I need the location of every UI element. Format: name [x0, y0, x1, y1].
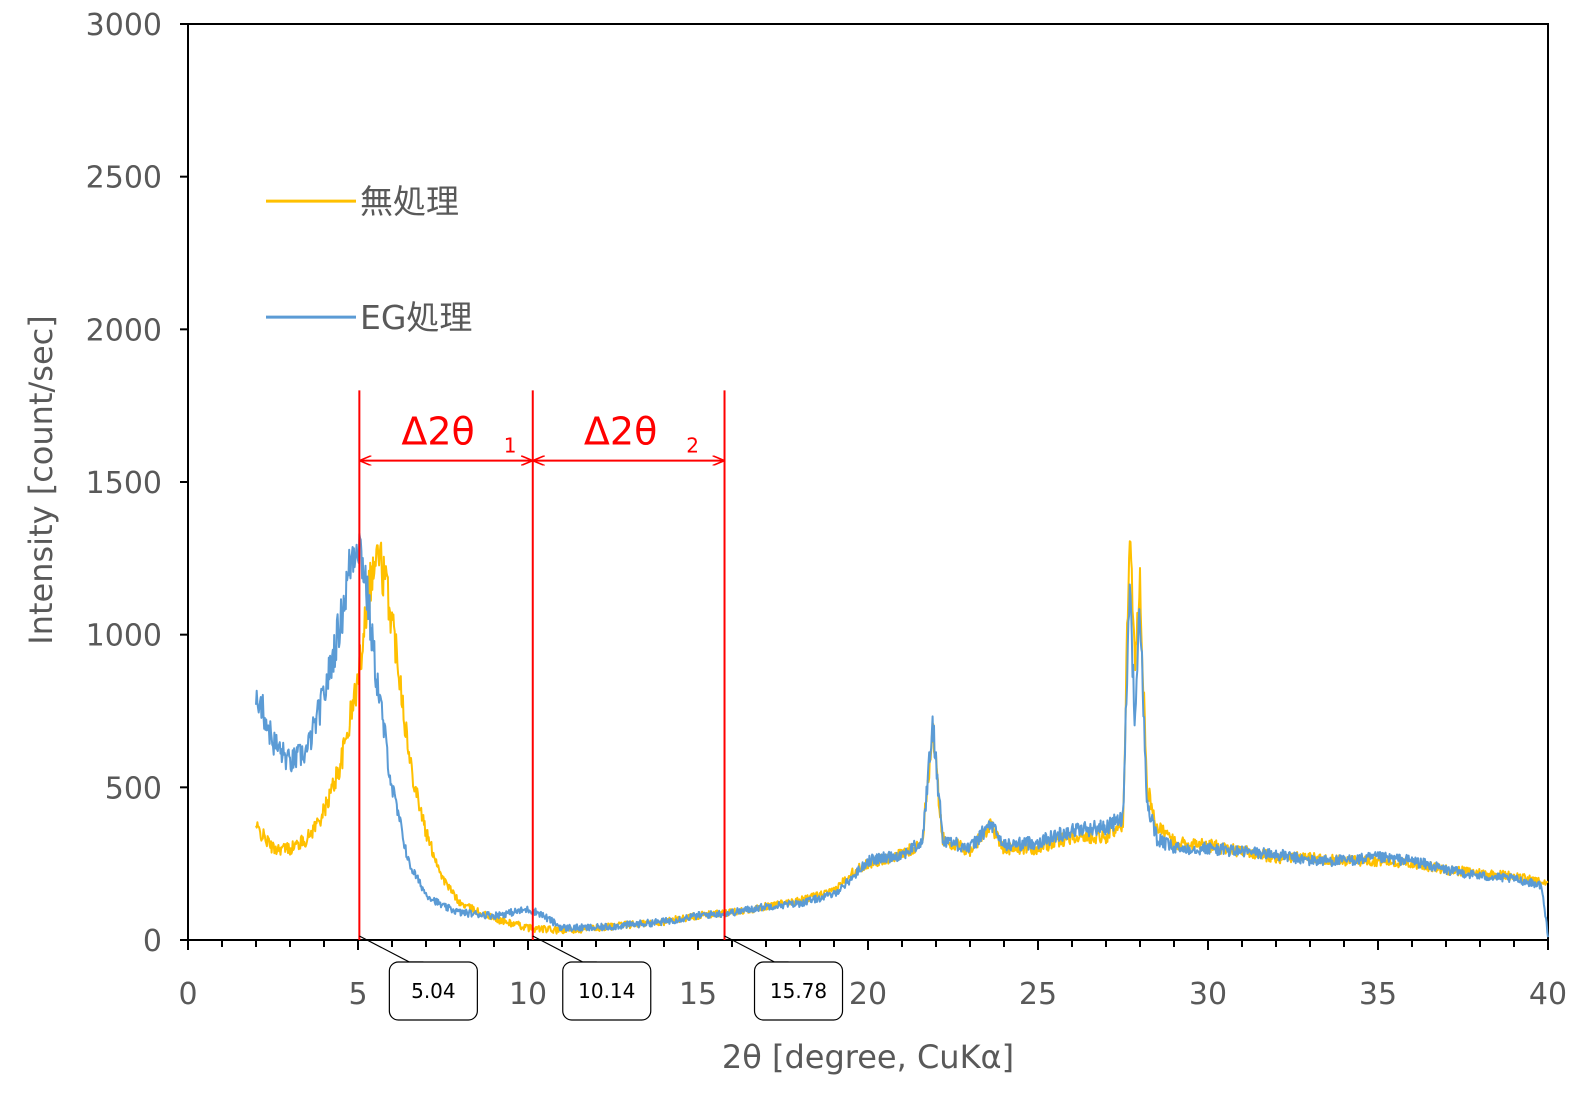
delta-span-2: Δ2θ 2 — [534, 410, 724, 461]
callout-label: 15.78 — [770, 979, 827, 1003]
plot-border — [187, 23, 1549, 941]
y-tick-label: 1500 — [86, 466, 162, 501]
callout-1: 10.14 — [532, 935, 652, 1021]
series-0 — [255, 540, 1549, 935]
callout-box — [388, 961, 478, 1021]
annotation-layer: Δ2θ 1 Δ2θ 2 5.04 10.14 15.78 — [358, 390, 844, 1021]
callout-label: 10.14 — [578, 979, 635, 1003]
x-tick-label: 5 — [348, 977, 367, 1012]
callout-box — [753, 961, 844, 1021]
y-tick-label: 500 — [105, 771, 162, 806]
legend: 無処理 EG処理 — [266, 182, 472, 337]
series-line-1 — [255, 532, 1549, 938]
delta-subscript: 1 — [504, 434, 517, 458]
legend-label: EG処理 — [360, 298, 472, 337]
y-tick-label: 1000 — [86, 619, 162, 654]
x-tick-label: 40 — [1529, 977, 1567, 1012]
ticks-layer: 0 5 10 15 20 25 30 35 40 0 500 1000 1500 2000 2500 3000 — [86, 8, 1567, 1012]
x-tick-label: 20 — [849, 977, 887, 1012]
y-tick-label: 2000 — [86, 313, 162, 348]
callout-2: 15.78 — [724, 935, 844, 1021]
callout-0: 5.04 — [359, 935, 478, 1021]
y-tick-label: 3000 — [86, 8, 162, 43]
x-tick-label: 35 — [1359, 977, 1397, 1012]
x-tick-label: 0 — [178, 977, 197, 1012]
y-axis-title: Intensity [count/sec] — [22, 315, 60, 644]
x-tick-label: 15 — [679, 977, 717, 1012]
legend-label: 無処理 — [360, 182, 459, 221]
series-1 — [255, 532, 1549, 938]
delta-label: Δ2θ — [401, 410, 474, 454]
y-tick-label: 2500 — [86, 161, 162, 196]
delta-label: Δ2θ — [584, 410, 657, 454]
x-axis-title: 2θ [degree, CuKα] — [722, 1038, 1014, 1076]
y-tick-label: 0 — [143, 924, 162, 959]
series-layer — [255, 532, 1549, 938]
callout-box — [562, 961, 652, 1021]
callout-label: 5.04 — [411, 979, 456, 1003]
delta-subscript: 2 — [686, 434, 699, 458]
series-line-0 — [255, 540, 1549, 935]
x-tick-label: 30 — [1189, 977, 1227, 1012]
x-tick-label: 25 — [1019, 977, 1057, 1012]
legend-entry-1: EG処理 — [266, 298, 472, 337]
plot-frame — [187, 23, 1549, 941]
delta-span-1: Δ2θ 1 — [360, 410, 531, 461]
legend-entry-0: 無処理 — [266, 182, 459, 221]
x-tick-label: 10 — [509, 977, 547, 1012]
